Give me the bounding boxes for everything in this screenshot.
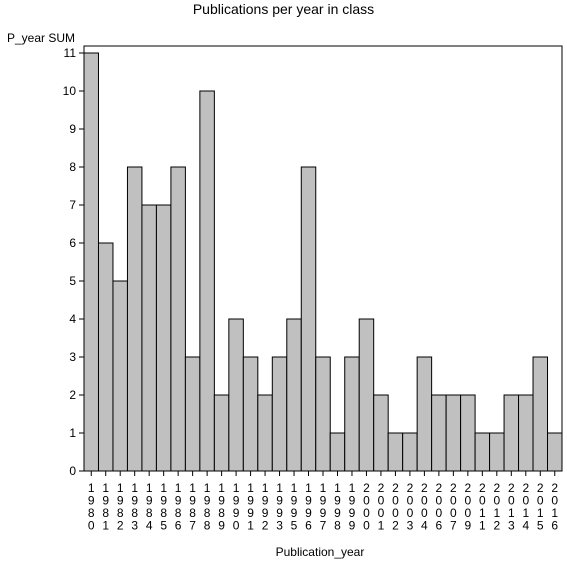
bar [242, 356, 259, 472]
bar [286, 318, 302, 472]
y-tick-label: 9 [69, 122, 76, 136]
bar [489, 432, 505, 472]
y-tick-label: 5 [69, 274, 76, 288]
bar [547, 432, 563, 472]
y-tick-label: 11 [64, 46, 77, 60]
bar [358, 318, 375, 472]
bar [300, 166, 317, 472]
bar [315, 356, 331, 472]
bar [199, 90, 215, 472]
bar [373, 394, 389, 472]
chart-title: Publications per year in class [192, 1, 375, 17]
y-tick-label: 7 [69, 198, 76, 212]
bar [112, 280, 128, 472]
bars [83, 52, 563, 472]
y-tick-label: 2 [69, 388, 76, 402]
bar [155, 204, 172, 472]
bar [126, 166, 143, 472]
y-tick-label: 4 [69, 312, 76, 326]
bar [83, 52, 99, 472]
bar [532, 356, 549, 472]
x-axis-ticks: 1 9 8 0 1 9 8 1 1 9 8 2 1 9 8 3 1 9 8 4 1 9 8 5 1 9 8 6 1 9 8 7 1 9 8 8 1 9 8 9… [88, 471, 558, 533]
bar [431, 394, 447, 472]
y-tick-label: 1 [69, 426, 76, 440]
y-axis: 0 1 2 3 4 5 6 7 8 9 10 11 [63, 46, 84, 478]
y-tick-label: 3 [69, 350, 76, 364]
bar [170, 166, 186, 472]
bar [416, 356, 433, 472]
bar [97, 242, 114, 472]
bar [387, 432, 404, 472]
bar [213, 394, 230, 472]
bar [445, 394, 462, 472]
bar [184, 356, 201, 472]
bar [460, 394, 476, 472]
bar [518, 394, 534, 472]
bar [329, 432, 346, 472]
bar [402, 432, 418, 472]
bar [141, 204, 157, 472]
y-tick-label: 8 [69, 160, 76, 174]
y-axis-label: P_year SUM [7, 31, 76, 45]
bar [228, 318, 244, 472]
bar [474, 432, 491, 472]
bar [344, 356, 360, 472]
bar [257, 394, 273, 472]
y-tick-label: 0 [69, 464, 76, 478]
bar [503, 394, 520, 472]
x-axis-label: Publication_year [275, 545, 365, 559]
bar [271, 356, 288, 472]
y-tick-label: 10 [63, 84, 77, 98]
y-tick-label: 6 [69, 236, 76, 250]
